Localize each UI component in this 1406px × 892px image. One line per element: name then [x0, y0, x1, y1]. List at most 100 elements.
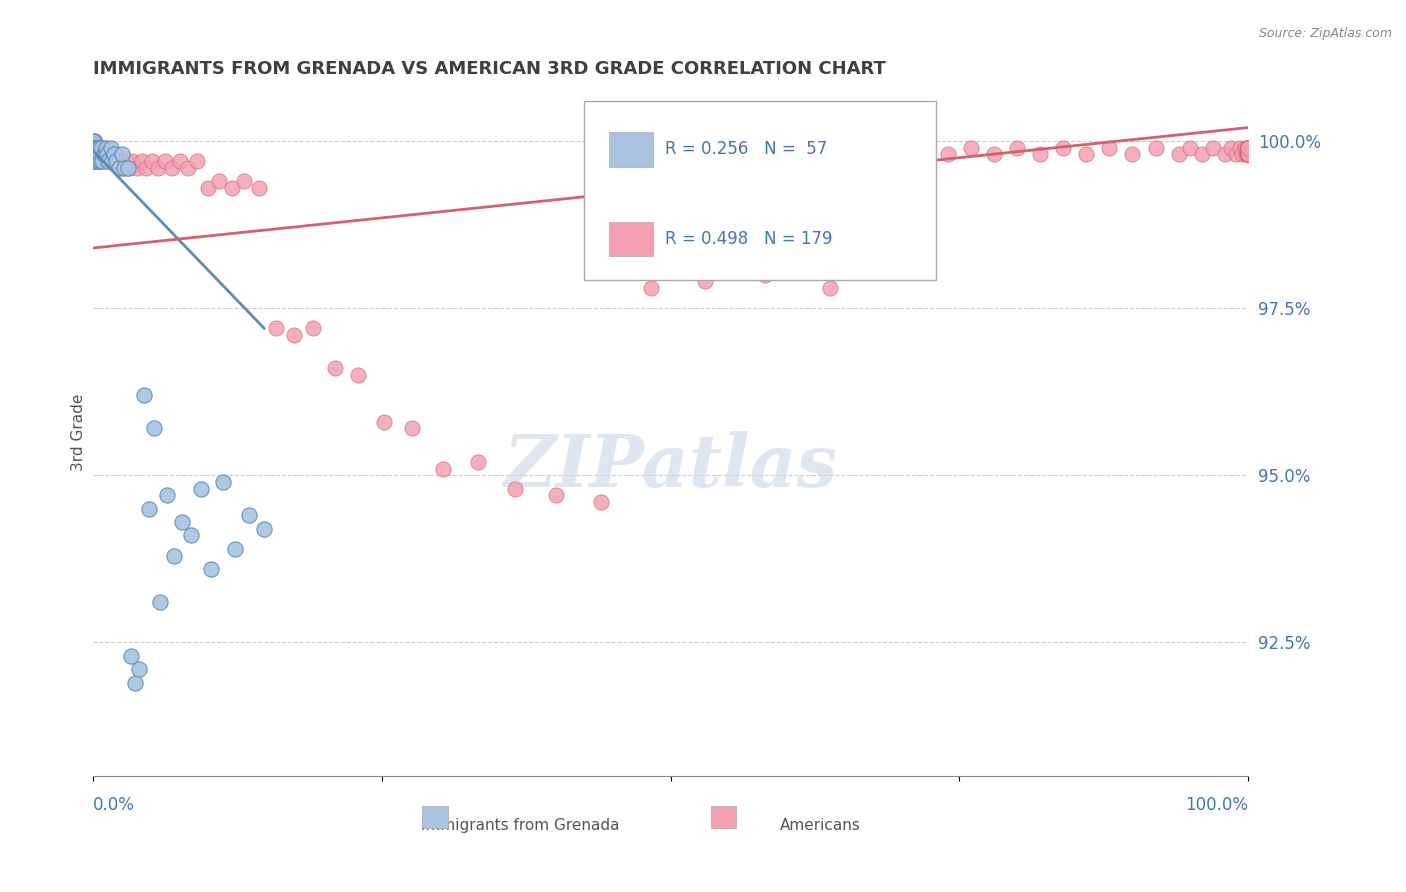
Point [1237, 141, 1260, 155]
Point [83, 141, 105, 155]
Point [90, 141, 112, 155]
Point [1237, 147, 1260, 161]
Point [1237, 147, 1260, 161]
Point [1005, 141, 1028, 155]
Point [1237, 147, 1260, 161]
Point [89, 141, 111, 155]
Point [84, 141, 107, 155]
Point [1237, 141, 1260, 155]
Point [1237, 147, 1260, 161]
Point [233, 174, 256, 188]
FancyBboxPatch shape [422, 805, 447, 828]
Point [82, 134, 104, 148]
Point [141, 154, 163, 169]
Point [1237, 141, 1260, 155]
Point [1237, 141, 1260, 155]
Point [467, 455, 489, 469]
Point [87, 147, 110, 161]
Point [323, 361, 346, 376]
Point [82, 134, 104, 148]
Text: R = 0.498   N = 179: R = 0.498 N = 179 [665, 230, 832, 248]
Point [432, 461, 454, 475]
Point [117, 161, 139, 175]
Point [754, 268, 776, 282]
Point [818, 281, 841, 295]
Point [83, 134, 105, 148]
Point [1237, 141, 1260, 155]
Point [83, 147, 105, 161]
Point [1237, 147, 1260, 161]
Point [1098, 141, 1121, 155]
Point [1121, 147, 1143, 161]
Point [100, 147, 122, 161]
Point [1237, 147, 1260, 161]
Point [87, 141, 110, 155]
Point [1237, 147, 1260, 161]
Point [111, 161, 134, 175]
Point [153, 154, 176, 169]
Point [1234, 147, 1257, 161]
Point [82, 134, 104, 148]
Point [301, 321, 323, 335]
Point [1237, 147, 1260, 161]
Point [82, 141, 104, 155]
Point [89, 147, 111, 161]
Point [82, 147, 104, 161]
Point [1237, 141, 1260, 155]
Point [82, 141, 104, 155]
Point [84, 134, 107, 148]
Point [105, 147, 128, 161]
Point [346, 368, 368, 382]
Point [96, 147, 118, 161]
Point [1237, 147, 1260, 161]
Point [208, 174, 231, 188]
Point [156, 488, 179, 502]
Point [1237, 141, 1260, 155]
Point [114, 154, 136, 169]
Point [890, 147, 912, 161]
Point [253, 522, 276, 536]
Point [124, 675, 146, 690]
Point [1237, 141, 1260, 155]
Point [149, 595, 172, 609]
Point [105, 154, 128, 169]
Point [1167, 147, 1189, 161]
Point [1219, 141, 1241, 155]
Point [1237, 147, 1260, 161]
Point [221, 181, 243, 195]
Text: Americans: Americans [780, 817, 860, 832]
Point [503, 482, 526, 496]
Point [190, 482, 212, 496]
Point [1237, 147, 1260, 161]
Point [1237, 147, 1260, 161]
Point [1237, 147, 1260, 161]
Point [224, 541, 246, 556]
Point [107, 161, 129, 175]
Point [1237, 147, 1260, 161]
Point [1237, 141, 1260, 155]
Point [1237, 141, 1260, 155]
Point [118, 161, 141, 175]
Point [1237, 147, 1260, 161]
Point [1237, 147, 1260, 161]
Point [1237, 147, 1260, 161]
Point [1237, 147, 1260, 161]
Point [138, 501, 160, 516]
Point [97, 154, 120, 169]
Point [172, 515, 194, 529]
Point [84, 147, 107, 161]
Point [373, 415, 395, 429]
Point [1213, 147, 1236, 161]
Point [1237, 147, 1260, 161]
Point [1237, 141, 1260, 155]
Point [983, 147, 1005, 161]
Point [82, 147, 104, 161]
Point [120, 648, 142, 663]
Point [1237, 147, 1260, 161]
Point [1237, 147, 1260, 161]
Point [100, 154, 122, 169]
Point [180, 528, 202, 542]
Point [1237, 147, 1260, 161]
Point [1237, 147, 1260, 161]
Point [1237, 147, 1260, 161]
